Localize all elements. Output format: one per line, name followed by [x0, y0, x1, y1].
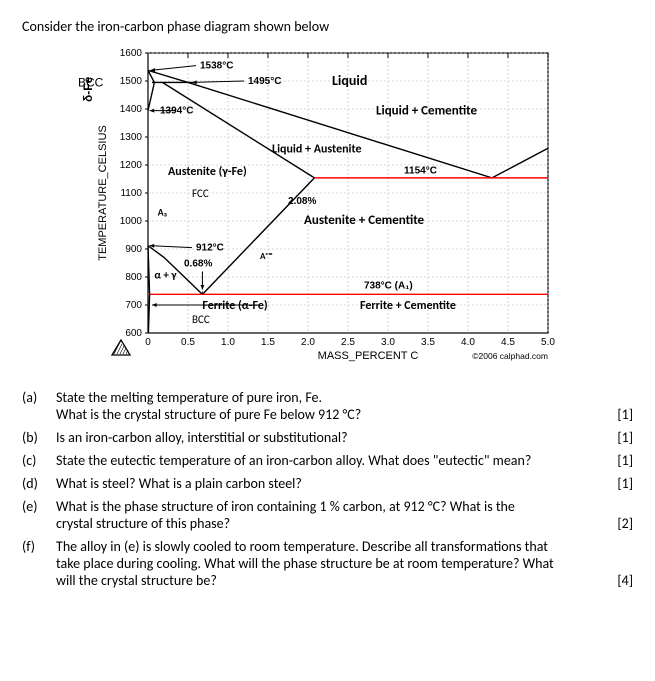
- question-body: State the eutectic temperature of an iro…: [56, 452, 633, 469]
- x-tick-label: 0.5: [181, 337, 195, 348]
- label-austenite-cementite: Austenite + Cementite: [304, 213, 425, 228]
- question-body: Is an iron-carbon alloy, interstitial or…: [56, 429, 633, 446]
- question-e: (e) What is the phase structure of iron …: [22, 498, 633, 532]
- q-marks: [4]: [605, 572, 633, 589]
- q-marks: [1]: [605, 429, 633, 446]
- question-tag: (c): [22, 452, 56, 469]
- label-liquid: Liquid: [332, 72, 367, 89]
- q-text: Is an iron-carbon alloy, interstitial or…: [56, 429, 605, 446]
- x-axis-label: MASS_PERCENT C: [318, 350, 419, 362]
- y-tick-label: 1100: [120, 188, 142, 199]
- q-text: State the melting temperature of pure ir…: [56, 389, 605, 406]
- question-tag: (d): [22, 475, 56, 492]
- callout-068: 0.68%: [184, 258, 212, 269]
- label-ferrite-cementite: Ferrite + Cementite: [360, 299, 456, 313]
- label-ferrite: Ferrite (α-Fe): [202, 299, 267, 313]
- y-tick-label: 1000: [120, 216, 143, 227]
- label-austenite: Austenite (γ-Fe): [168, 165, 247, 179]
- y-tick-label: 1400: [120, 104, 143, 115]
- question-tag: (f): [22, 538, 56, 555]
- question-tag: (e): [22, 498, 56, 515]
- y-axis-label: TEMPERATURE_CELSIUS: [97, 125, 109, 261]
- q-text: take place during cooling. What will the…: [56, 555, 605, 572]
- callout-738: 738°C (A₁): [364, 280, 413, 291]
- intro-text: Consider the iron-carbon phase diagram s…: [22, 18, 633, 35]
- q-text: What is the crystal structure of pure Fe…: [56, 406, 605, 423]
- questions-list: (a) State the melting temperature of pur…: [22, 389, 633, 589]
- x-tick-label: 2.0: [301, 337, 315, 348]
- label-a3: A₃: [158, 205, 168, 218]
- label-fcc: FCC: [192, 187, 209, 200]
- x-tick-label: 1.0: [221, 337, 235, 348]
- question-a: (a) State the melting temperature of pur…: [22, 389, 633, 423]
- y-tick-label: 1600: [120, 48, 143, 59]
- question-body: State the melting temperature of pure ir…: [56, 389, 633, 423]
- y-tick-label: 1200: [120, 160, 143, 171]
- question-tag: (b): [22, 429, 56, 446]
- x-tick-label: 3.5: [421, 337, 435, 348]
- callout-912: 912°C: [196, 243, 224, 254]
- y-tick-label: 1300: [120, 132, 143, 143]
- label-alpha-gamma: α + γ: [154, 268, 177, 281]
- x-tick-label: 1.5: [261, 337, 275, 348]
- callout-1154: 1154°C: [404, 166, 437, 177]
- question-c: (c) State the eutectic temperature of an…: [22, 452, 633, 469]
- callout-1495: 1495°C: [248, 76, 281, 87]
- x-tick-label: 2.5: [341, 337, 355, 348]
- callout-1538: 1538°C: [200, 61, 233, 72]
- label-bcc2: BCC: [192, 313, 210, 326]
- question-b: (b) Is an iron-carbon alloy, interstitia…: [22, 429, 633, 446]
- label-liquid-cementite: Liquid + Cementite: [376, 104, 478, 119]
- x-tick-label: 4.0: [461, 337, 475, 348]
- phase-diagram: 0 0.5 1.0 1.5 2.0 2.5 3.0 3.5 4.0 4.5 5.0 600 700 800…: [58, 43, 578, 373]
- q-text: What is steel? What is a plain carbon st…: [56, 475, 605, 492]
- x-tick-label: 4.5: [501, 337, 515, 348]
- x-tick-label: 5.0: [541, 337, 555, 348]
- q-marks: [2]: [605, 515, 633, 532]
- x-tick-label: 0: [145, 337, 151, 348]
- callout-208: 2.08%: [288, 196, 316, 207]
- question-body: The alloy in (e) is slowly cooled to roo…: [56, 538, 633, 589]
- q-text: State the eutectic temperature of an iro…: [56, 452, 605, 469]
- phase-diagram-svg: 0 0.5 1.0 1.5 2.0 2.5 3.0 3.5 4.0 4.5 5.0 600 700 800…: [58, 43, 578, 373]
- callout-1394: 1394°C: [160, 106, 193, 117]
- delta-fe-label: δ-Fe: [81, 76, 95, 102]
- q-text: The alloy in (e) is slowly cooled to roo…: [56, 538, 605, 555]
- q-text: will the crystal structure be?: [56, 572, 605, 589]
- label-liquid-austenite: Liquid + Austenite: [272, 142, 362, 156]
- q-marks: [1]: [605, 452, 633, 469]
- q-text: What is the phase structure of iron cont…: [56, 498, 605, 515]
- y-tick-label: 600: [125, 328, 142, 339]
- y-tick-label: 700: [125, 300, 142, 311]
- question-tag: (a): [22, 389, 56, 406]
- y-tick-label: 1500: [120, 76, 143, 87]
- q-marks: [1]: [605, 475, 633, 492]
- question-f: (f) The alloy in (e) is slowly cooled to…: [22, 538, 633, 589]
- copyright-text: ©2006 calphad.com: [472, 351, 548, 361]
- label-acm: Aᶜᵐ: [260, 251, 273, 262]
- question-body: What is steel? What is a plain carbon st…: [56, 475, 633, 492]
- q-text: crystal structure of this phase?: [56, 515, 605, 532]
- question-d: (d) What is steel? What is a plain carbo…: [22, 475, 633, 492]
- q-marks: [1]: [605, 406, 633, 423]
- y-tick-label: 900: [125, 244, 142, 255]
- x-tick-label: 3.0: [381, 337, 395, 348]
- y-tick-label: 800: [125, 272, 142, 283]
- question-body: What is the phase structure of iron cont…: [56, 498, 633, 532]
